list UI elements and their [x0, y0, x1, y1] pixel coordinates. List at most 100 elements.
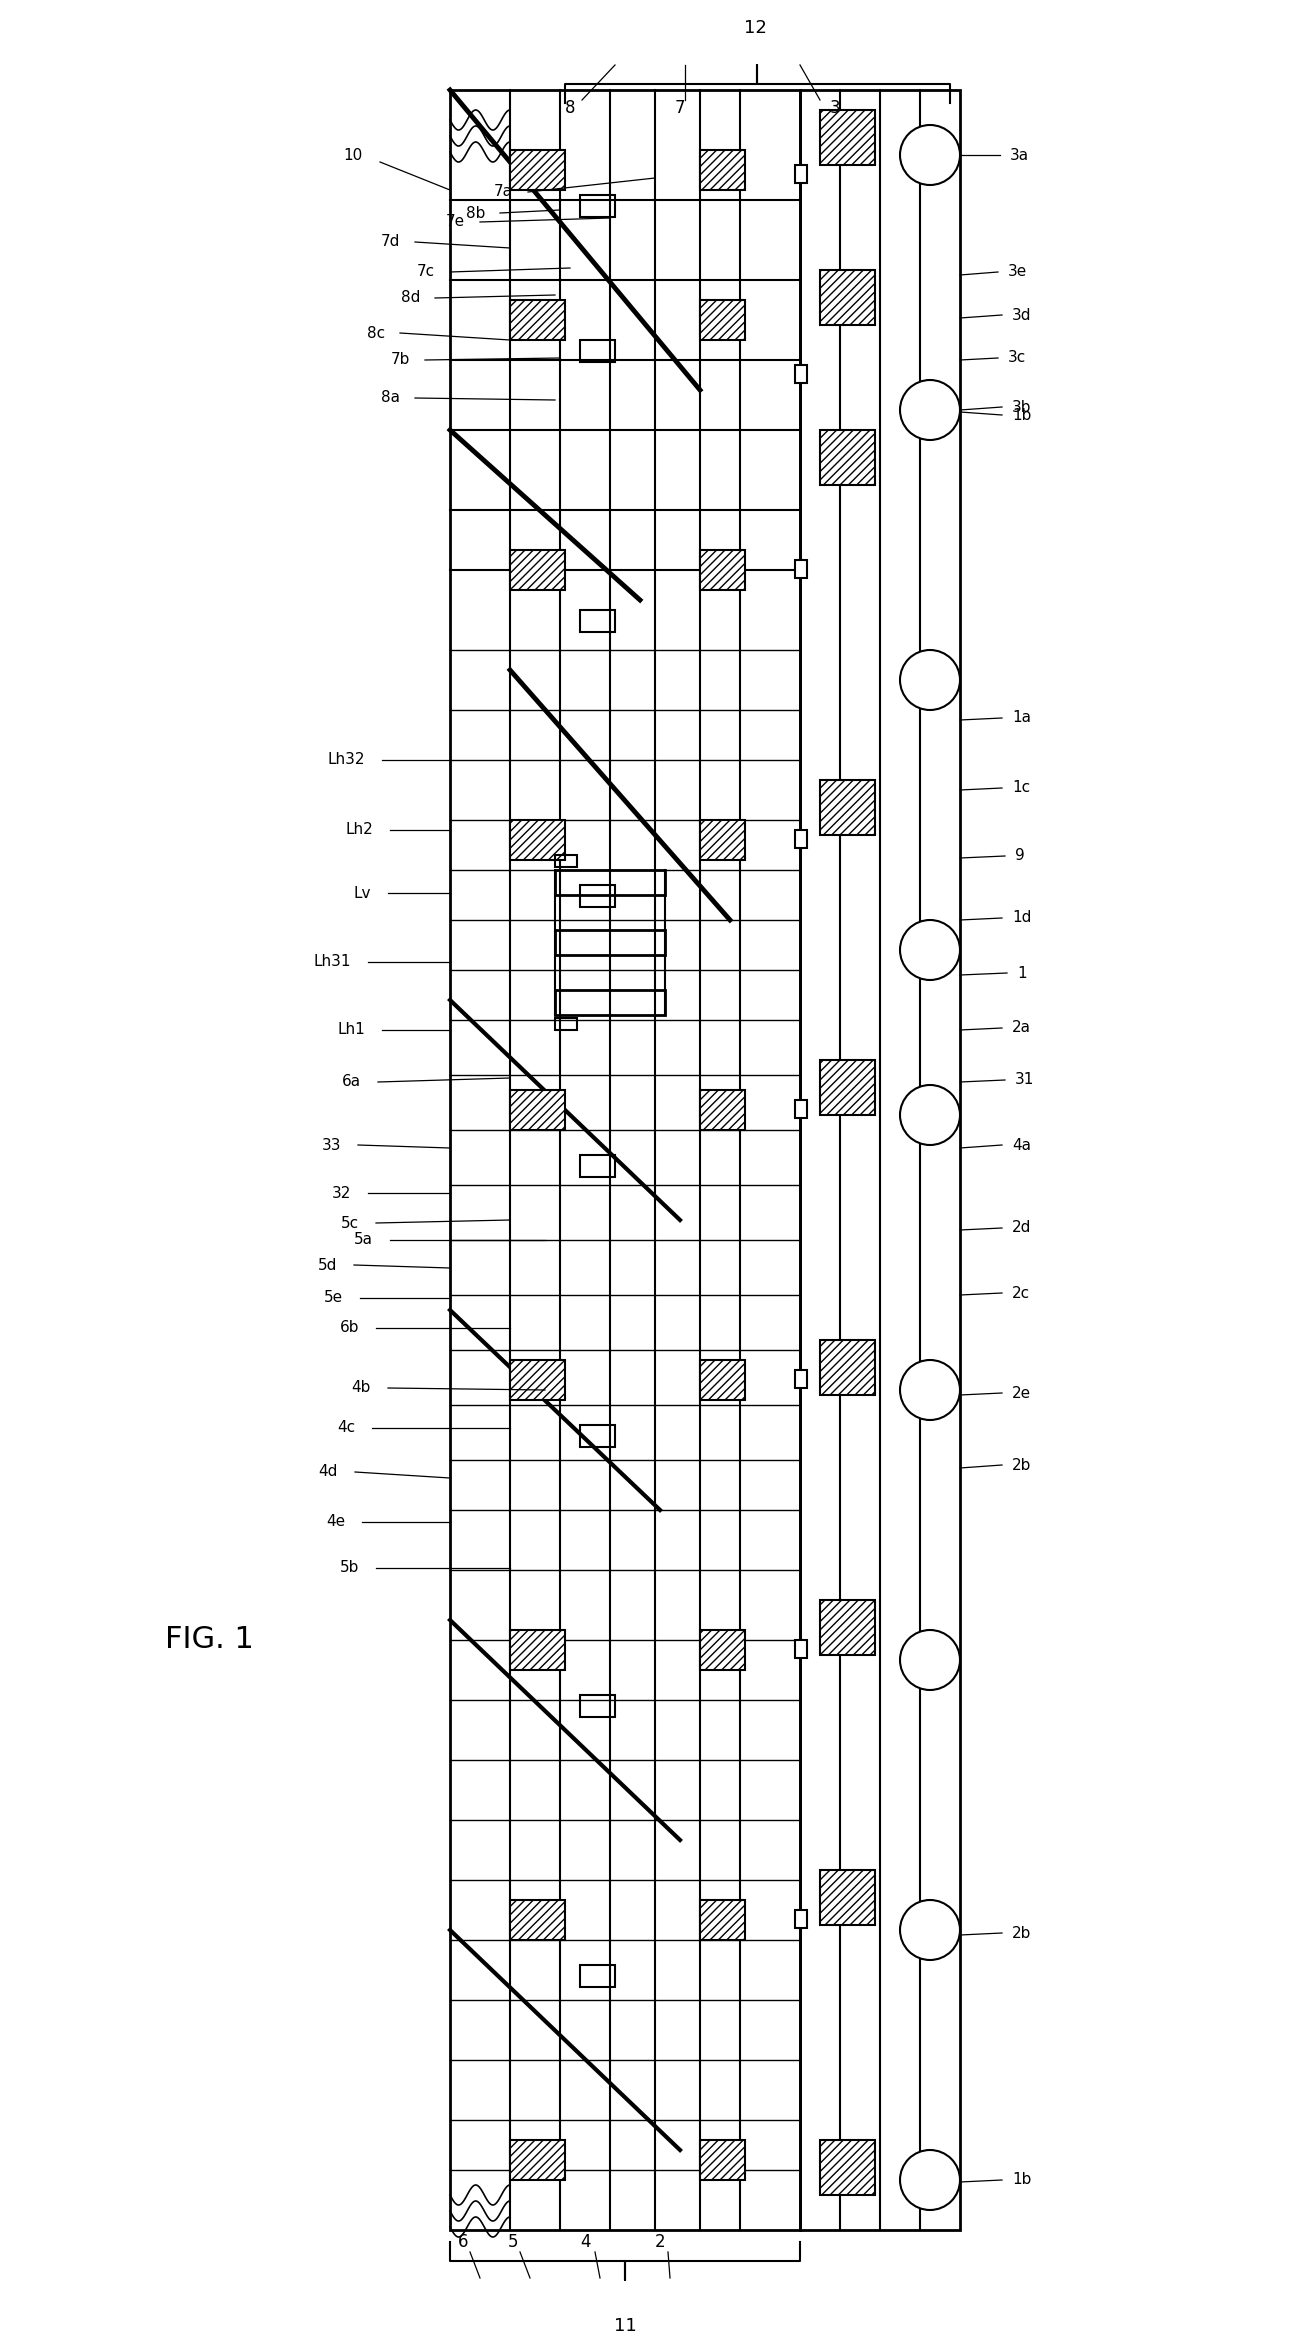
Text: 5a: 5a — [354, 1233, 373, 1247]
Bar — [700, 1629, 746, 1669]
Text: 8: 8 — [564, 98, 575, 117]
Text: 3a: 3a — [1010, 148, 1030, 162]
Bar — [700, 1360, 746, 1399]
Text: 5: 5 — [508, 2234, 518, 2250]
Text: Lh31: Lh31 — [313, 954, 351, 970]
Bar — [510, 150, 565, 190]
Text: Lh2: Lh2 — [346, 823, 373, 837]
Text: 8b: 8b — [466, 206, 485, 220]
Bar — [580, 609, 615, 633]
Bar — [796, 560, 807, 579]
Bar — [821, 781, 874, 834]
Bar — [510, 1901, 565, 1941]
Circle shape — [899, 124, 960, 185]
Bar — [821, 270, 874, 326]
Text: Lh32: Lh32 — [327, 752, 366, 766]
Text: 3d: 3d — [1013, 307, 1031, 323]
Bar — [796, 366, 807, 382]
Text: 2b: 2b — [1013, 1924, 1031, 1941]
Text: 1a: 1a — [1013, 710, 1031, 727]
Bar — [555, 856, 577, 867]
Bar — [510, 1090, 565, 1130]
Text: 3e: 3e — [1009, 265, 1027, 279]
Text: 2c: 2c — [1013, 1285, 1030, 1301]
Text: 3: 3 — [830, 98, 840, 117]
Text: 4e: 4e — [326, 1514, 345, 1531]
Bar — [796, 1641, 807, 1657]
Bar — [821, 110, 874, 164]
Text: 4b: 4b — [351, 1381, 371, 1395]
Bar — [700, 2140, 746, 2180]
Text: 5b: 5b — [339, 1561, 359, 1575]
Text: 2: 2 — [655, 2234, 665, 2250]
Text: 31: 31 — [1015, 1074, 1035, 1088]
Circle shape — [899, 2149, 960, 2210]
Circle shape — [899, 1629, 960, 1690]
Text: 4a: 4a — [1013, 1137, 1031, 1153]
Bar — [510, 820, 565, 860]
Bar — [700, 150, 746, 190]
Bar — [580, 195, 615, 218]
Text: 7a: 7a — [494, 185, 513, 199]
Text: 2e: 2e — [1013, 1385, 1031, 1399]
Bar — [510, 1629, 565, 1669]
Circle shape — [899, 1901, 960, 1960]
Text: 8d: 8d — [401, 291, 419, 305]
Bar — [510, 551, 565, 591]
Bar — [821, 1059, 874, 1116]
Circle shape — [899, 649, 960, 710]
Bar — [821, 1601, 874, 1655]
Bar — [510, 300, 565, 340]
Text: 7b: 7b — [391, 352, 410, 368]
Bar — [700, 820, 746, 860]
Bar — [821, 1871, 874, 1924]
Bar — [700, 1901, 746, 1941]
Bar — [580, 1156, 615, 1177]
Text: 9: 9 — [1015, 849, 1024, 863]
Bar — [580, 1425, 615, 1446]
Text: 3c: 3c — [1009, 352, 1026, 366]
Bar — [700, 300, 746, 340]
Bar — [580, 1695, 615, 1718]
Bar — [580, 1964, 615, 1988]
Bar — [796, 1099, 807, 1118]
Text: 7d: 7d — [380, 234, 400, 248]
Circle shape — [899, 1085, 960, 1144]
Text: 6: 6 — [458, 2234, 468, 2250]
Text: 4d: 4d — [318, 1465, 338, 1479]
Bar — [450, 89, 800, 2229]
Text: 11: 11 — [614, 2316, 636, 2335]
Text: 1b: 1b — [1013, 2173, 1031, 2187]
Text: 4: 4 — [581, 2234, 592, 2250]
Text: 2b: 2b — [1013, 1458, 1031, 1472]
Bar — [510, 2140, 565, 2180]
Text: 1d: 1d — [1013, 909, 1031, 926]
Text: 6a: 6a — [342, 1074, 362, 1090]
Text: 8a: 8a — [381, 391, 400, 406]
Text: 33: 33 — [321, 1137, 341, 1153]
Text: 5c: 5c — [341, 1217, 359, 1231]
Bar — [821, 1341, 874, 1395]
Bar — [555, 931, 665, 954]
Text: 10: 10 — [343, 148, 363, 162]
Text: 32: 32 — [331, 1186, 351, 1200]
Text: 4c: 4c — [337, 1420, 355, 1435]
Bar — [821, 2140, 874, 2194]
Text: Lh1: Lh1 — [337, 1022, 366, 1038]
Circle shape — [899, 919, 960, 980]
Text: 3b: 3b — [1013, 398, 1031, 415]
Text: 1c: 1c — [1013, 781, 1030, 795]
Text: 1: 1 — [1016, 966, 1027, 980]
Text: 5d: 5d — [318, 1256, 337, 1273]
Bar — [555, 1017, 577, 1029]
Bar — [555, 989, 665, 1015]
Text: FIG. 1: FIG. 1 — [164, 1624, 254, 1655]
Text: 12: 12 — [743, 19, 767, 38]
Bar — [510, 1360, 565, 1399]
Text: 7c: 7c — [417, 265, 435, 279]
Bar — [700, 551, 746, 591]
Text: 6b: 6b — [339, 1320, 359, 1336]
Bar — [555, 870, 665, 895]
Bar — [700, 1090, 746, 1130]
Bar — [796, 830, 807, 849]
